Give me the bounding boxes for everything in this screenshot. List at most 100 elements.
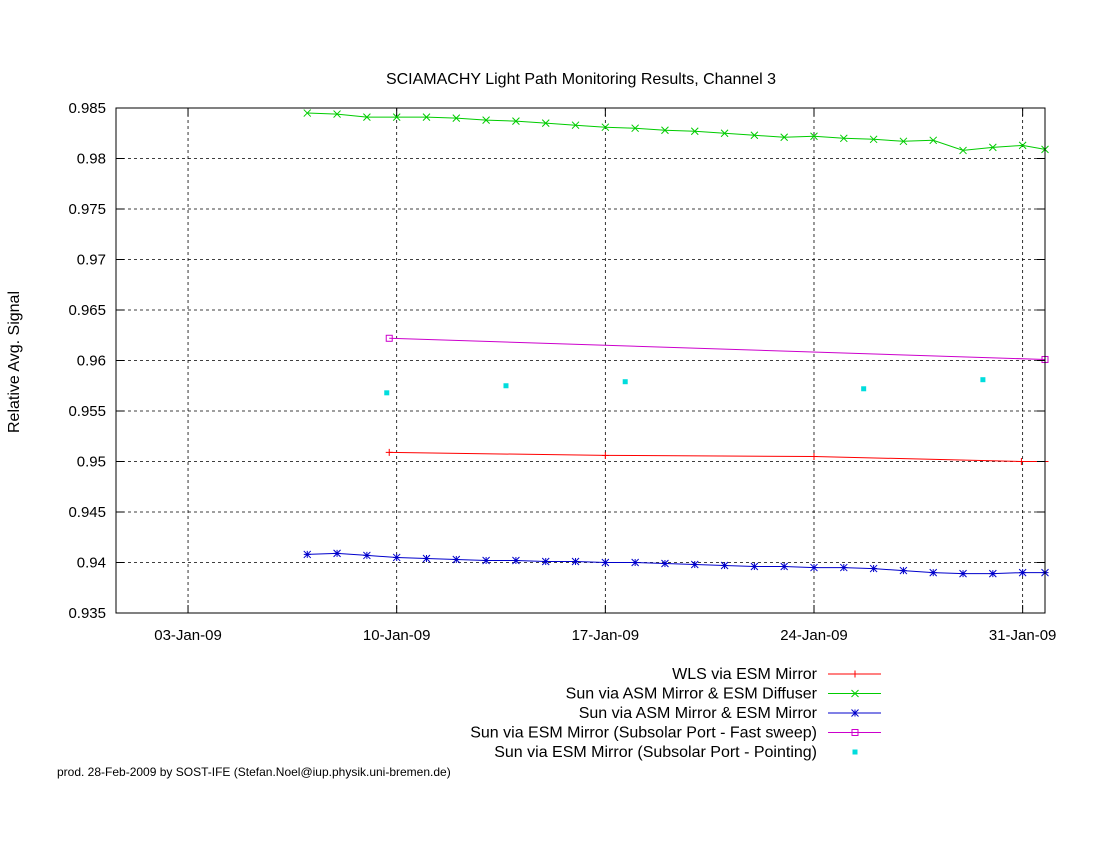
data-point [959,146,967,155]
footer-credit: prod. 28-Feb-2009 by SOST-IFE (Stefan.No… [57,765,451,779]
data-point [452,114,461,122]
data-point [810,132,818,141]
data-point [541,119,550,128]
y-tick-label: 0.955 [68,403,106,420]
data-point [690,127,699,136]
data-point [839,563,848,572]
data-point [861,386,867,392]
series-4 [384,377,986,396]
data-point [333,549,341,558]
axis-ticks: 0.935 0.94 0.945 0.95 0.955 0.96 0.965 0.97 0.97… [68,100,1056,644]
data-point [392,113,401,121]
data-point [363,551,371,560]
y-tick-label: 0.935 [68,605,106,622]
series-3 [385,334,1049,363]
legend-entry: WLS via ESM Mirror [672,666,881,683]
data-point [571,557,580,566]
y-tick-label: 0.965 [68,302,106,319]
series-line [307,552,1045,575]
data-point [303,109,312,117]
data-point [810,563,818,572]
data-point [1018,141,1027,150]
series-line [307,112,1046,151]
data-point [482,556,490,565]
data-point [750,131,759,140]
y-axis-label: Relative Avg. Signal [6,291,23,433]
data-point [851,729,859,736]
data-point [452,555,461,564]
legend-entry: Sun via ASM Mirror & ESM Diffuser [566,686,881,703]
x-tick-label: 24-Jan-09 [780,627,848,644]
data-point [899,137,908,146]
data-point [622,379,628,385]
data-point [851,670,859,678]
y-tick-label: 0.975 [68,201,106,218]
legend-label: Sun via ASM Mirror & ESM Diffuser [566,686,818,703]
legend-label: Sun via ESM Mirror (Subsolar Port - Poin… [494,744,817,761]
data-point [392,553,401,562]
data-point [303,550,312,559]
data-point [631,124,640,133]
legend-label: Sun via ESM Mirror (Subsolar Port - Fast… [470,725,817,742]
data-point [780,562,789,571]
x-tick-label: 31-Jan-09 [989,627,1057,644]
legend-entry: Sun via ESM Mirror (Subsolar Port - Fast… [470,725,881,742]
data-point [661,559,669,568]
data-point [720,561,729,570]
y-tick-label: 0.96 [77,353,106,370]
data-point [363,113,371,121]
series-line [389,337,1046,360]
series-2 [303,549,1049,578]
data-point [851,709,859,717]
data-point [690,560,699,569]
data-point [869,135,878,144]
data-point [482,116,490,124]
data-point [503,383,509,389]
data-point [384,390,390,396]
data-point [810,452,818,460]
data-point [959,569,967,578]
y-tick-label: 0.95 [77,454,106,471]
data-point [512,117,520,125]
data-point [601,451,609,459]
data-point [601,558,610,567]
x-tick-label: 10-Jan-09 [363,627,431,644]
data-point [750,562,759,571]
y-tick-label: 0.94 [77,555,106,572]
y-tick-label: 0.985 [68,100,106,117]
data-point [929,136,938,145]
data-point [631,558,640,567]
data-point [929,568,938,577]
legend-label: WLS via ESM Mirror [672,666,818,683]
data-point [1017,458,1025,465]
data-point [601,123,610,132]
data-point [385,448,393,456]
chart-title: SCIAMACHY Light Path Monitoring Results,… [386,71,776,88]
data-point [899,566,908,575]
data-point [571,121,580,130]
data-point [422,554,431,563]
x-tick-label: 03-Jan-09 [154,627,222,644]
y-tick-label: 0.98 [77,151,106,168]
y-tick-label: 0.97 [77,252,106,269]
y-tick-label: 0.945 [68,504,106,521]
data-point [980,377,986,383]
data-point [988,569,997,578]
data-point [720,129,729,138]
data-point [385,334,393,342]
legend-entry: Sun via ESM Mirror (Subsolar Port - Poin… [494,744,858,761]
data-point [541,557,550,566]
data-point [422,113,431,121]
data-point [839,134,848,143]
data-point [1018,568,1027,577]
data-point [780,133,789,142]
data-point [661,126,669,135]
legend-label: Sun via ASM Mirror & ESM Mirror [579,705,818,722]
data-point [851,689,859,698]
legend-entry: Sun via ASM Mirror & ESM Mirror [579,705,881,722]
legend: WLS via ESM Mirror Sun via ASM Mirror & E… [470,666,881,761]
data-point [333,110,341,118]
x-tick-label: 17-Jan-09 [572,627,640,644]
